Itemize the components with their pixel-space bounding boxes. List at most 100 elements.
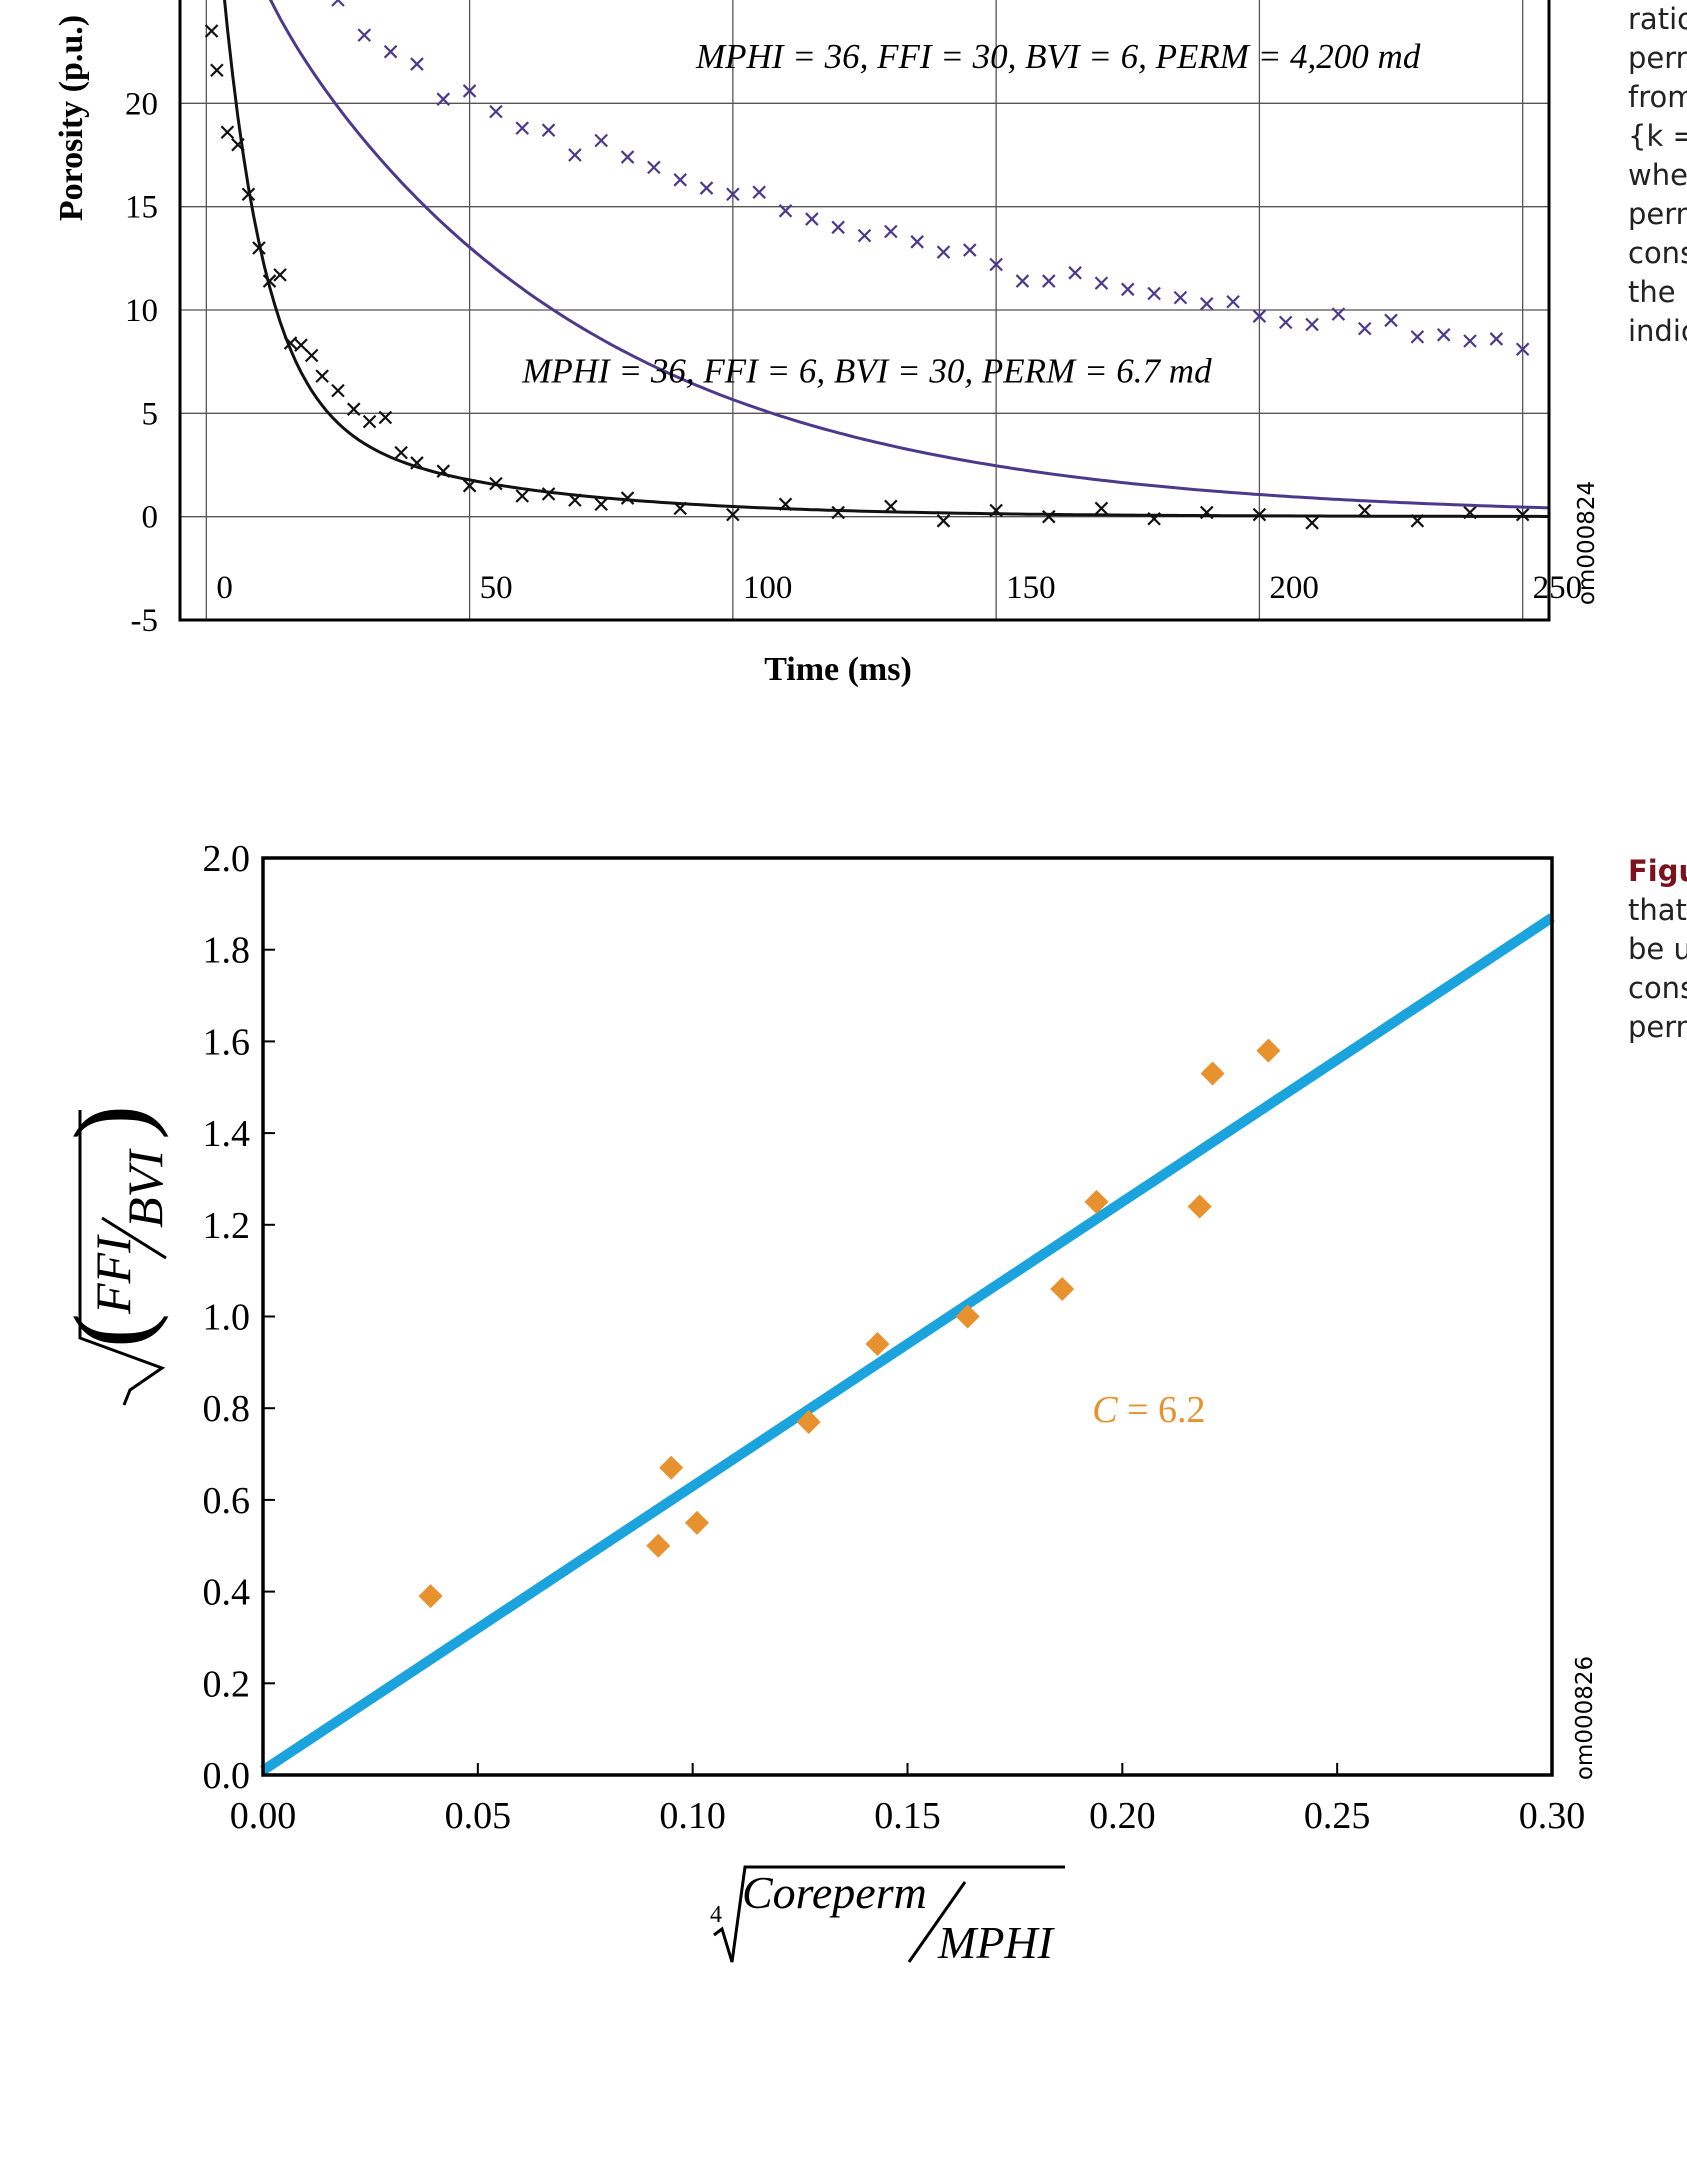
data-point [684, 1510, 709, 1535]
point-low-perm [273, 268, 287, 282]
point-high-perm [1015, 274, 1030, 288]
point-high-perm [331, 0, 345, 7]
point-high-perm [489, 104, 503, 119]
y-tick-label: 20 [125, 86, 158, 122]
top-annotation-low-perm: MPHI = 36, FFI = 6, BVI = 30, PERM = 6.7… [521, 351, 1212, 390]
point-high-perm [515, 121, 530, 135]
point-high-perm [1515, 342, 1530, 357]
point-low-perm [1094, 501, 1109, 516]
point-low-perm [726, 507, 740, 522]
point-high-perm [1226, 294, 1240, 309]
y-tick-label: 0.2 [203, 1663, 251, 1705]
bottom-x-label-numerator: Coreperm [742, 1867, 927, 1918]
caption-line: indic [1628, 314, 1687, 348]
point-high-perm [1357, 321, 1372, 336]
caption-figure-label: Figu [1628, 854, 1687, 888]
top-x-axis-label: Time (ms) [764, 651, 912, 688]
caption-line: whe [1628, 158, 1687, 192]
bottom-x-label-denominator: MPHI [937, 1917, 1056, 1968]
caption-line: ratio [1628, 2, 1687, 36]
data-point [796, 1409, 821, 1434]
point-high-perm [673, 173, 687, 187]
data-point [659, 1455, 684, 1480]
y-tick-label: 0.8 [203, 1388, 251, 1430]
top-fit-curves [223, 0, 1550, 518]
point-high-perm [1331, 307, 1346, 321]
caption-line: that [1628, 893, 1687, 927]
x-tick-label: 150 [1006, 570, 1056, 606]
x-tick-label: 100 [743, 570, 793, 606]
caption-line: the [1628, 275, 1676, 309]
data-point [646, 1533, 671, 1558]
point-high-perm [989, 257, 1003, 272]
point-low-perm [346, 402, 361, 416]
y-tick-label: 5 [142, 396, 159, 432]
point-low-perm [394, 445, 408, 460]
caption-bottom-fragment: Figu that be u cons perm [1628, 852, 1687, 1047]
y-tick-label: 0.6 [203, 1480, 251, 1522]
bottom-annotation-c-value: C = 6.2 [1092, 1389, 1205, 1431]
top-annotation-high-perm: MPHI = 36, FFI = 30, BVI = 6, PERM = 4,2… [695, 37, 1421, 76]
point-high-perm [884, 224, 898, 239]
point-high-perm [436, 92, 451, 106]
top-y-axis-label: Porosity (p.u.) [53, 15, 90, 221]
y-tick-label: 1.2 [203, 1205, 251, 1247]
fit-curve-low-perm [223, 0, 1549, 518]
point-low-perm [331, 383, 345, 398]
point-high-perm [383, 44, 398, 59]
caption-line: {k = [1628, 119, 1687, 153]
point-low-perm [362, 414, 377, 429]
point-high-perm [1252, 309, 1267, 323]
point-high-perm [1436, 328, 1451, 342]
point-high-perm [831, 220, 845, 235]
x-tick-label: 0.05 [445, 1795, 512, 1837]
y-tick-label: 15 [125, 190, 158, 226]
point-high-perm [1384, 313, 1398, 328]
point-high-perm [568, 148, 582, 162]
point-high-perm [936, 245, 951, 259]
data-point [865, 1332, 890, 1357]
point-high-perm [1305, 317, 1319, 332]
point-high-perm [1068, 266, 1082, 280]
caption-line: perm [1628, 41, 1687, 75]
x-tick-label: 50 [480, 570, 513, 606]
top-data-points [204, 0, 1530, 530]
caption-line: be u [1628, 932, 1687, 966]
bottom-fit-line [260, 913, 1555, 1775]
bottom-data-points [418, 1038, 1281, 1609]
y-tick-label: 1.4 [203, 1113, 251, 1155]
x-tick-label: 0.25 [1304, 1795, 1371, 1837]
x-tick-label: 0.10 [659, 1795, 726, 1837]
top-figure-id: om000824 [1574, 481, 1600, 605]
bottom-y-label-denominator: BVI [117, 1148, 173, 1228]
point-high-perm [910, 235, 924, 249]
point-high-perm [1489, 332, 1504, 346]
data-point [1084, 1189, 1109, 1214]
bottom-x-axis-label: 4 Coreperm MPHI [710, 1865, 1065, 1968]
svg-text:): ) [52, 1105, 169, 1140]
x-tick-label: 0.20 [1089, 1795, 1156, 1837]
point-high-perm [1199, 297, 1214, 311]
y-tick-label: -5 [131, 603, 159, 639]
point-low-perm [1357, 503, 1372, 518]
point-high-perm [1278, 315, 1293, 330]
point-low-perm [220, 125, 235, 140]
point-high-perm [963, 243, 977, 257]
data-point [1200, 1061, 1225, 1086]
data-point [1050, 1276, 1075, 1301]
caption-line: perm [1628, 197, 1687, 231]
point-high-perm [726, 187, 740, 202]
y-tick-label: 10 [125, 293, 158, 329]
y-tick-label: 1.8 [203, 930, 251, 972]
point-high-perm [1410, 330, 1425, 344]
point-high-perm [752, 185, 766, 199]
point-low-perm [315, 369, 329, 383]
bottom-y-label-numerator: FFI [85, 1234, 141, 1315]
point-high-perm [1120, 282, 1135, 297]
x-tick-label: 0.00 [230, 1795, 297, 1837]
point-high-perm [647, 160, 661, 175]
point-high-perm [357, 28, 372, 42]
point-low-perm [294, 338, 308, 352]
point-high-perm [699, 181, 714, 195]
